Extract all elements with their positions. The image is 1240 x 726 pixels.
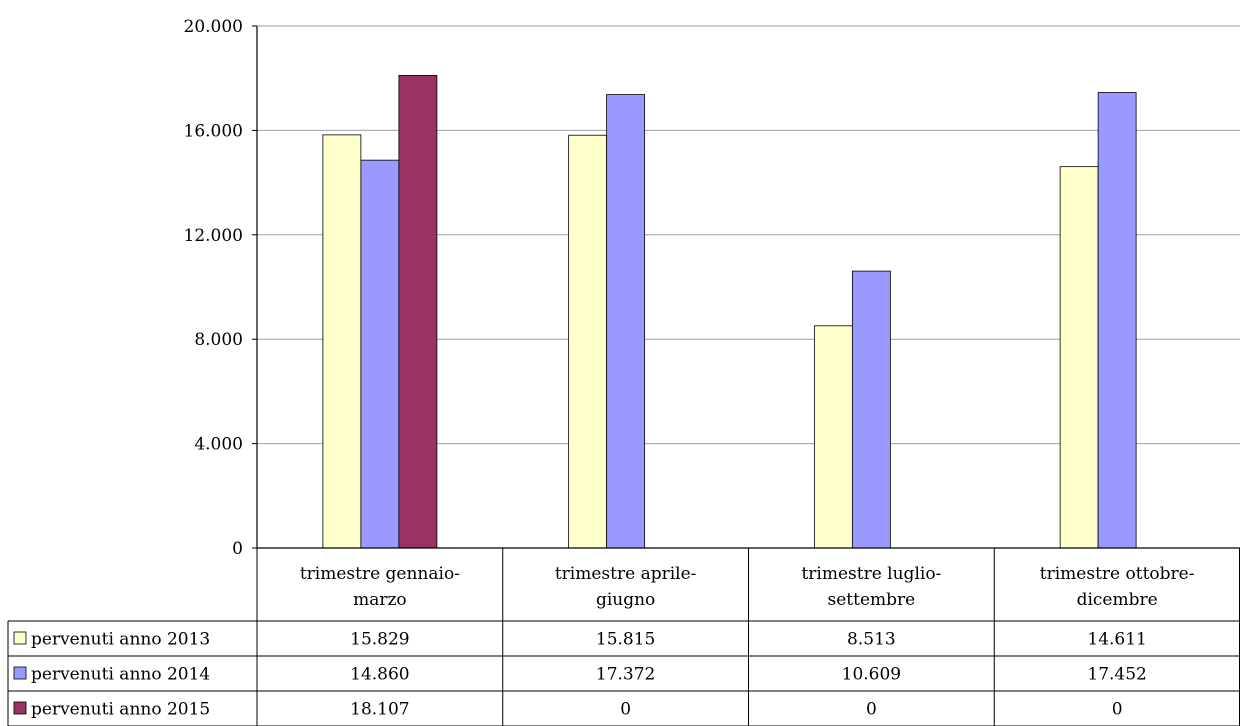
bar-1-2 xyxy=(568,134,608,549)
bar-3-1 xyxy=(398,75,438,549)
data-label-3-3: 0 xyxy=(866,700,877,720)
bar-2-3 xyxy=(851,270,891,549)
legend-swatch-3 xyxy=(13,701,27,715)
data-label-3-2: 0 xyxy=(620,700,631,720)
data-label-3-1: 18.107 xyxy=(350,700,409,720)
y-tick-label-4: 16.000 xyxy=(184,121,243,141)
bar-1-3 xyxy=(813,325,853,549)
legend-label-3: pervenuti anno 2015 xyxy=(31,700,210,720)
data-label-3-4: 0 xyxy=(1112,700,1123,720)
legend-swatch-1 xyxy=(13,631,27,645)
data-label-2-3: 10.609 xyxy=(842,665,901,685)
data-label-1-1: 15.829 xyxy=(350,630,409,650)
y-tick-label-3: 12.000 xyxy=(184,226,243,246)
bar-2-1 xyxy=(360,159,400,549)
legend-label-1: pervenuti anno 2013 xyxy=(31,630,210,650)
bar-1-4 xyxy=(1059,166,1099,549)
y-tick-label-2: 8.000 xyxy=(194,330,243,350)
bar-1-1 xyxy=(322,134,362,549)
data-label-2-2: 17.372 xyxy=(596,665,655,685)
y-tick-label-5: 20.000 xyxy=(184,17,243,37)
category-label-3: trimestre luglio-settembre xyxy=(801,564,941,610)
y-tick-label-1: 4.000 xyxy=(194,435,243,455)
data-label-2-1: 14.860 xyxy=(350,665,409,685)
category-label-1: trimestre gennaio-marzo xyxy=(300,564,460,610)
category-label-4: trimestre ottobre-dicembre xyxy=(1040,564,1195,610)
bar-2-2 xyxy=(606,94,646,549)
data-label-2-4: 17.452 xyxy=(1087,665,1146,685)
legend-label-2: pervenuti anno 2014 xyxy=(31,665,210,685)
data-label-1-2: 15.815 xyxy=(596,630,655,650)
y-tick-label-0: 0 xyxy=(232,539,243,559)
bar-2-4 xyxy=(1097,92,1137,549)
category-label-2: trimestre aprile-giugno xyxy=(555,564,697,610)
data-label-1-3: 8.513 xyxy=(847,630,896,650)
data-label-1-4: 14.611 xyxy=(1087,630,1146,650)
legend-swatch-2 xyxy=(13,666,27,680)
